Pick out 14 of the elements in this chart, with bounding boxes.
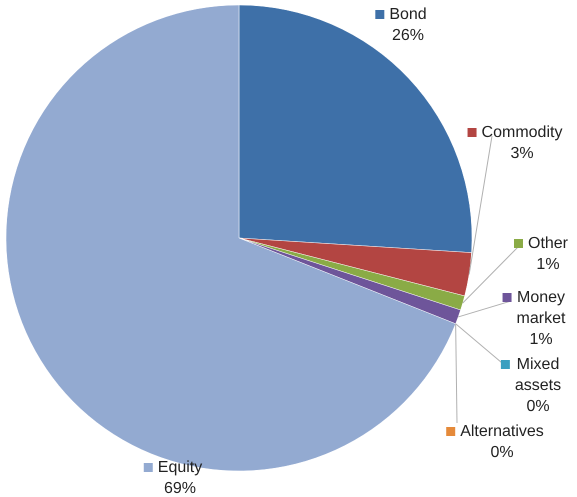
legend-label: Alternatives xyxy=(460,423,544,440)
slice-label: Equity xyxy=(158,459,202,476)
legend-label: Mixed assets xyxy=(514,356,562,394)
text: 0% xyxy=(490,444,514,461)
legend-label: Money market xyxy=(516,289,566,327)
text: 0% xyxy=(526,398,550,415)
data-label: 26% xyxy=(390,26,426,46)
data-label: 69% xyxy=(162,479,198,497)
legend-label: Bond xyxy=(389,6,427,23)
legend-label: Commodity xyxy=(482,124,562,141)
data-label: 1% xyxy=(528,330,554,350)
data-label: 3% xyxy=(509,144,535,164)
data-label: 1% xyxy=(535,255,561,275)
legend-label: Other xyxy=(528,235,568,252)
